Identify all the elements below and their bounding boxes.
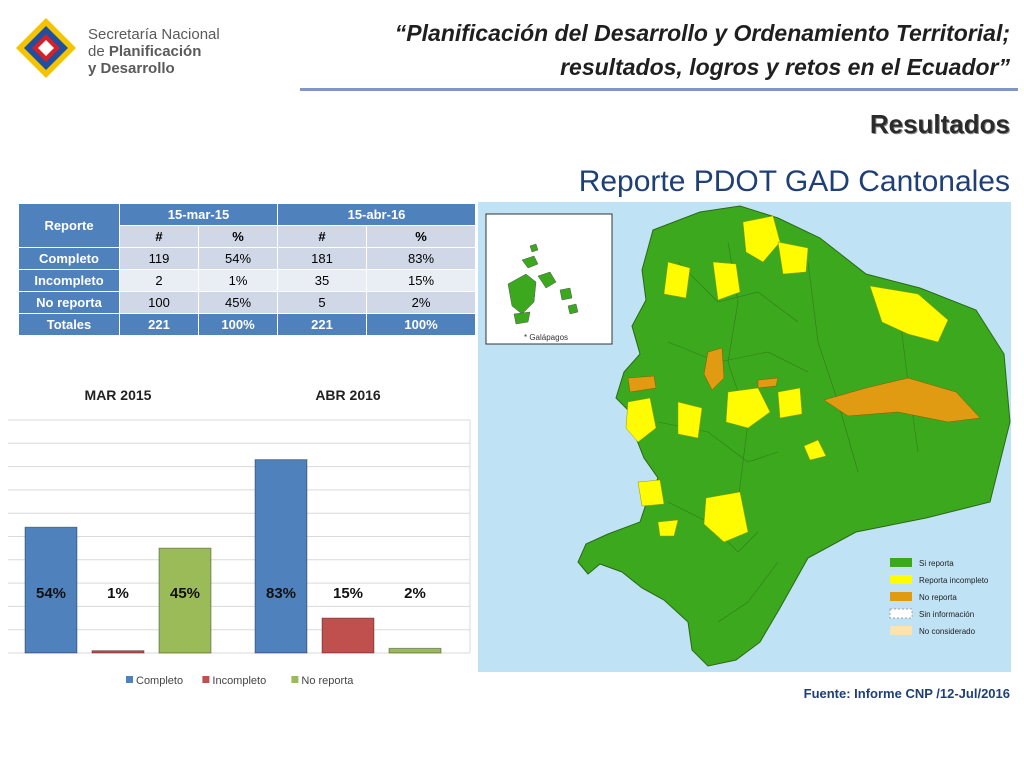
bar-value-label: 15% [333, 585, 363, 602]
table-cell: 15% [366, 269, 476, 292]
legend-swatch-si-reporta [890, 558, 912, 567]
table-cell: 5 [277, 291, 367, 314]
legend-swatch-no-considerado [890, 626, 912, 635]
bar-value-label: 54% [36, 585, 66, 602]
bar [388, 647, 442, 654]
table-row-totals: Totales 221 100% 221 100% [18, 313, 476, 336]
legend-swatch-sin-info [889, 608, 913, 619]
bar [321, 617, 375, 654]
table-row: No reporta 100 45% 5 2% [18, 291, 476, 314]
group-label: ABR 2016 [315, 387, 381, 403]
galapagos-islands [507, 243, 579, 325]
legend-swatch-no-reporta [890, 592, 912, 601]
slide-title: “Planificación del Desarrollo y Ordenami… [310, 16, 1010, 84]
row-label: Completo [18, 247, 120, 270]
logo-line2-prefix: de [88, 43, 109, 60]
bar-chart: MAR 2015 54% 1% 45% ABR 2016 83% 15% 2% Completo… [8, 387, 471, 687]
section-title: Resultados [869, 109, 1010, 139]
bar-value-label: 45% [170, 585, 200, 602]
table-cell: 54% [198, 247, 278, 270]
report-table: Reporte 15-mar-15 15-abr-16 # % # % Comp… [18, 203, 476, 336]
legend-swatch-incompleto [890, 575, 912, 584]
legend-label: Si reporta [919, 559, 954, 568]
map-legend: Si reporta Reporta incompleto No reporta… [889, 558, 989, 636]
slide-title-line2: resultados, logros y retos en el Ecuador… [560, 54, 1010, 80]
table-row-header: Reporte [18, 203, 120, 248]
table-cell: 100 [119, 291, 199, 314]
legend-label: Sin información [919, 610, 974, 619]
legend-swatch [202, 676, 210, 683]
source-note: Fuente: Informe CNP /12-Jul/2016 [803, 686, 1010, 701]
bar [24, 526, 78, 654]
table-cell: 83% [366, 247, 476, 270]
row-label: Incompleto [18, 269, 120, 292]
table-cell: 221 [277, 313, 367, 336]
table-cell: 100% [366, 313, 476, 336]
table-cell: 181 [277, 247, 367, 270]
title-divider [300, 88, 1018, 91]
row-label: Totales [18, 313, 120, 336]
bar [254, 459, 308, 654]
ecuador-map: * Galápagos Si reporta Reporta incom [478, 202, 1011, 672]
subheader-cell: % [366, 225, 476, 248]
table-cell: 35 [277, 269, 367, 292]
legend-label: No reporta [919, 593, 957, 602]
logo-line1: Secretaría Nacional [88, 26, 220, 43]
bar-value-label: 83% [266, 585, 296, 602]
table-cell: 2 [119, 269, 199, 292]
legend-label: No considerado [919, 627, 976, 636]
legend-label: Incompleto [212, 675, 266, 687]
report-title: Reporte PDOT GAD Cantonales [578, 165, 1010, 198]
table-row: Completo 119 54% 181 83% [18, 247, 476, 270]
logo-icon [16, 18, 76, 78]
table-cell: 1% [198, 269, 278, 292]
period-header: 15-abr-16 [277, 203, 476, 226]
table-cell: 100% [198, 313, 278, 336]
logo-line3: y Desarrollo [88, 60, 175, 77]
slide-title-line1: “Planificación del Desarrollo y Ordenami… [394, 20, 1010, 46]
subheader-cell: # [119, 225, 199, 248]
table-cell: 221 [119, 313, 199, 336]
table-cell: 2% [366, 291, 476, 314]
row-label: No reporta [18, 291, 120, 314]
logo-line2-bold: Planificación [108, 43, 202, 60]
subheader-cell: % [198, 225, 278, 248]
senplades-logo: Secretaría Nacional de Planificación y D… [14, 16, 234, 80]
no-report-regions [627, 347, 981, 423]
table-cell: 45% [198, 291, 278, 314]
group-label: MAR 2015 [85, 387, 152, 403]
incomplete-regions [625, 215, 949, 543]
period-header: 15-mar-15 [119, 203, 278, 226]
bar [91, 650, 145, 654]
legend-swatch [126, 676, 133, 683]
bar [158, 547, 212, 654]
legend-label: Completo [136, 675, 183, 687]
inset-label: * Galápagos [524, 333, 568, 342]
subheader-cell: # [277, 225, 367, 248]
legend-swatch [291, 676, 299, 683]
legend-label: Reporta incompleto [919, 576, 989, 585]
table-cell: 119 [119, 247, 199, 270]
legend-label: No reporta [301, 675, 354, 687]
bar-value-label: 1% [107, 585, 129, 602]
table-row: Incompleto 2 1% 35 15% [18, 269, 476, 292]
bar-value-label: 2% [404, 585, 426, 602]
